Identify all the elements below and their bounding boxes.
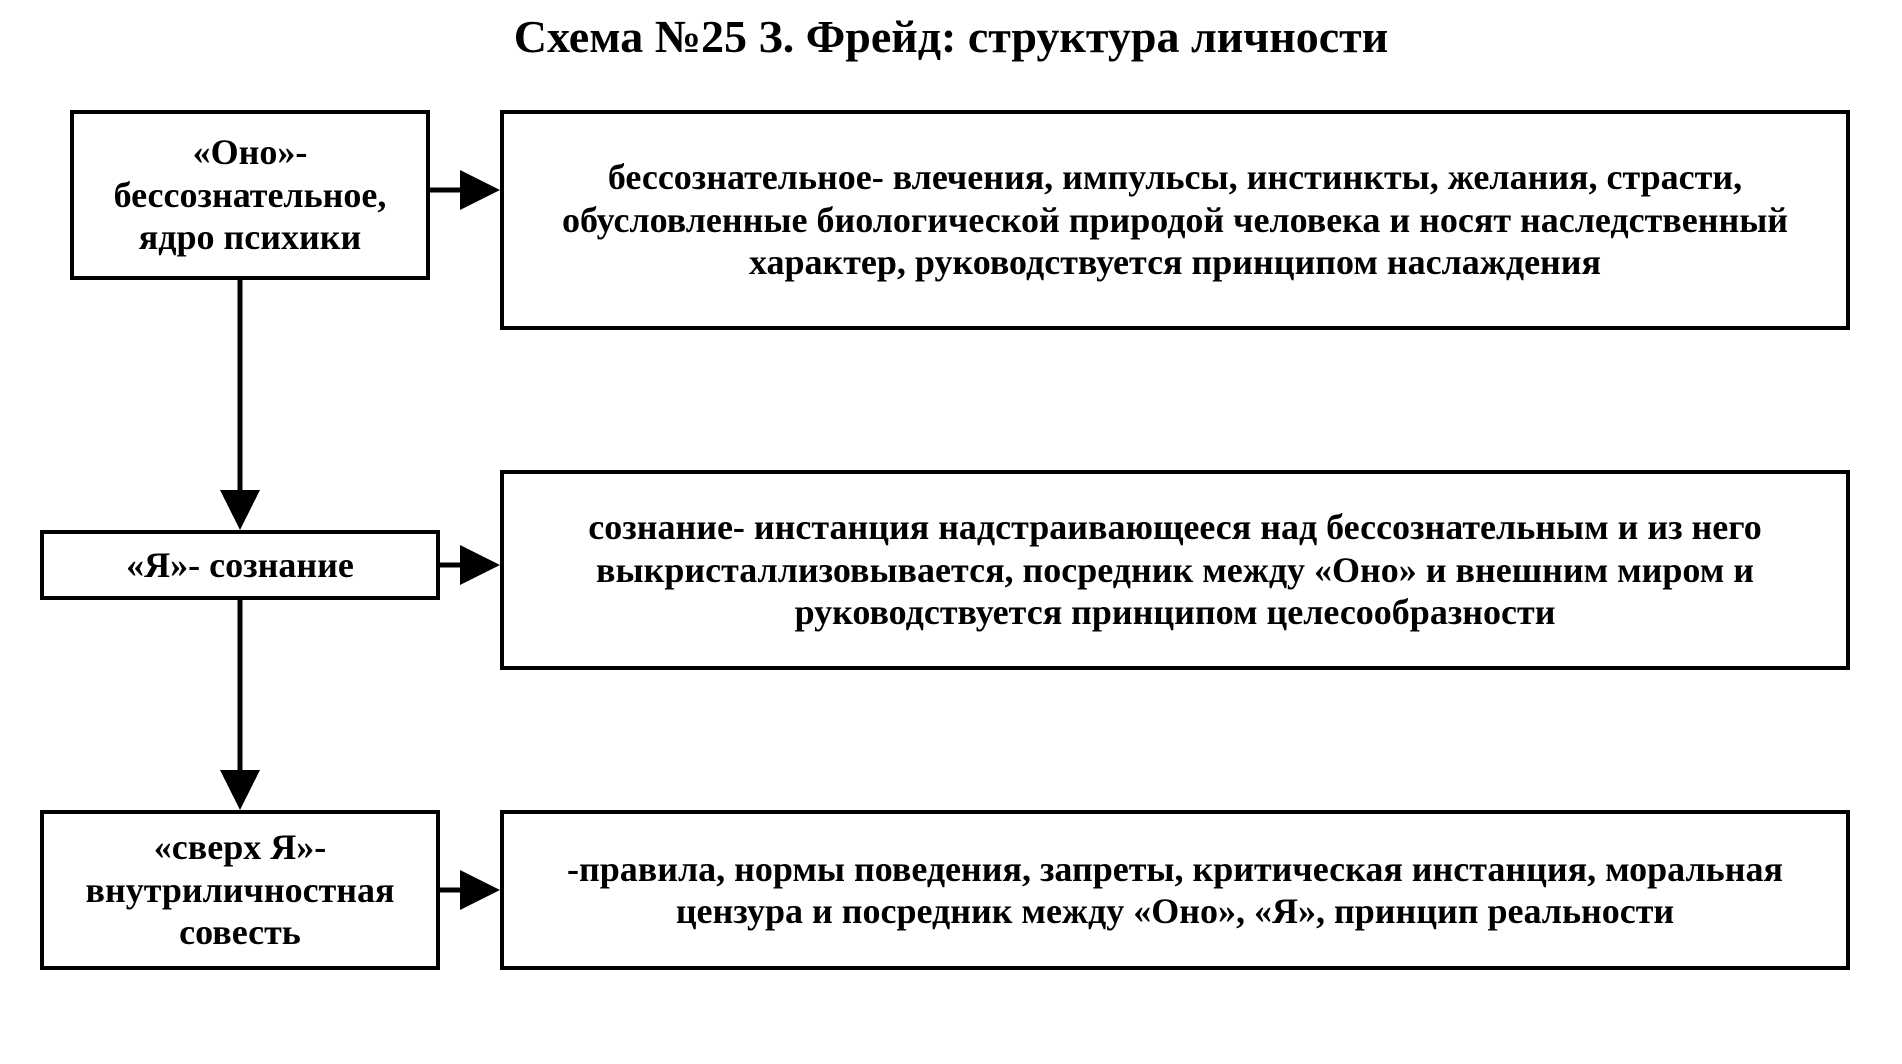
diagram-canvas: Схема №25 З. Фрейд: структура личности «… xyxy=(0,0,1902,1064)
node-super-desc-label: -правила, нормы поведения, запреты, крит… xyxy=(514,848,1836,933)
node-super-label: «сверх Я»- внутриличностная совесть xyxy=(54,826,426,953)
node-ono-label: «Оно»- бессознательное, ядро психики xyxy=(84,131,416,258)
node-super: «сверх Я»- внутриличностная совесть xyxy=(40,810,440,970)
node-ono-desc: бессознательное- влечения, импульсы, инс… xyxy=(500,110,1850,330)
diagram-title: Схема №25 З. Фрейд: структура личности xyxy=(0,10,1902,63)
node-ono: «Оно»- бессознательное, ядро психики xyxy=(70,110,430,280)
node-ya-desc-label: сознание- инстанция надстраивающееся над… xyxy=(514,506,1836,633)
node-ono-desc-label: бессознательное- влечения, импульсы, инс… xyxy=(514,156,1836,283)
node-ya-label: «Я»- сознание xyxy=(126,544,354,586)
node-ya-desc: сознание- инстанция надстраивающееся над… xyxy=(500,470,1850,670)
node-super-desc: -правила, нормы поведения, запреты, крит… xyxy=(500,810,1850,970)
node-ya: «Я»- сознание xyxy=(40,530,440,600)
